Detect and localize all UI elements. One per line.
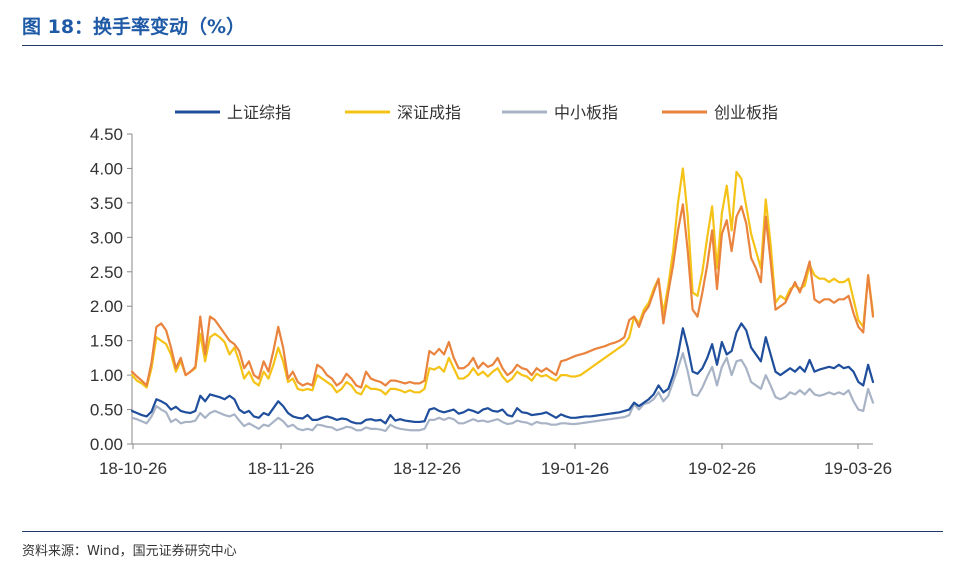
y-tick-label: 0.50: [90, 401, 123, 420]
legend-label: 中小板指: [554, 103, 618, 122]
source-note: 资料来源：Wind，国元证券研究中心: [22, 544, 237, 559]
series-line-3: [130, 203, 875, 389]
legend-label: 创业板指: [714, 103, 778, 122]
series-lines: [130, 167, 875, 433]
x-tick-label: 18-11-26: [248, 459, 315, 478]
series-line-2: [130, 351, 875, 433]
series-line-1: [130, 167, 875, 396]
y-tick-label: 4.00: [90, 159, 123, 178]
x-tick-label: 18-12-26: [393, 459, 461, 478]
series-line-0: [130, 322, 875, 425]
figure-title: 图 18：换手率变动（%）: [22, 16, 246, 38]
x-tick-label: 19-03-26: [824, 459, 892, 478]
legend: 上证综指 深证成指 中小板指 创业板指: [175, 103, 778, 122]
y-tick-label: 3.50: [90, 194, 123, 213]
y-tick-label: 1.00: [90, 366, 123, 385]
y-tick-label: 2.50: [90, 263, 123, 282]
x-tick-label: 19-01-26: [541, 459, 609, 478]
x-tick-label: 18-10-26: [99, 459, 167, 478]
y-tick-label: 4.50: [90, 125, 123, 144]
y-tick-label: 2.00: [90, 297, 123, 316]
title-divider: [22, 45, 943, 46]
y-tick-label: 3.00: [90, 228, 123, 247]
y-tick-label: 0.00: [90, 435, 123, 454]
x-tick-label: 19-02-26: [688, 459, 756, 478]
y-axis: 0.00 0.50 1.00 1.50 2.00 2.50 3.00 3.50 4.00 4.50: [90, 125, 133, 454]
legend-label: 上证综指: [227, 103, 291, 122]
source-divider: [22, 531, 943, 532]
x-axis: 18-10-26 18-11-26 18-12-26 19-01-26 19-02-26…: [99, 443, 892, 478]
legend-label: 深证成指: [397, 103, 461, 122]
y-tick-label: 1.50: [90, 332, 123, 351]
